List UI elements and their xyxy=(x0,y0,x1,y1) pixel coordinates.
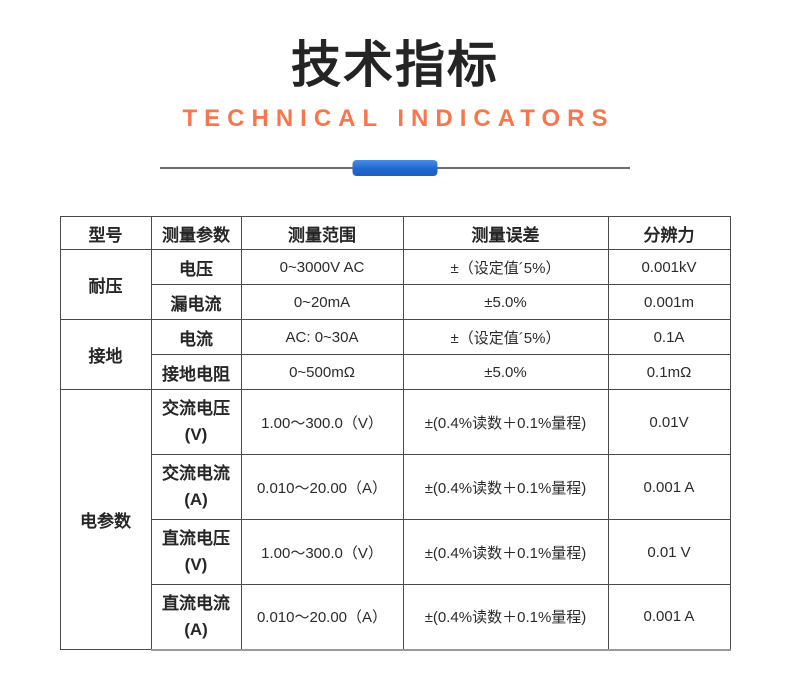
resolution-cell: 0.1mΩ xyxy=(607,354,731,390)
resolution-cell: 0.01 V xyxy=(607,519,731,585)
table-row: 直流电流 (A) 0.010～20.00（A） ±(0.4%读数＋0.1%量程)… xyxy=(60,584,731,651)
error-cell: ±（设定值´5%） xyxy=(402,249,609,285)
param-label: 交流电压 xyxy=(162,399,230,418)
resolution-cell: 0.01V xyxy=(607,389,731,455)
table-row: 漏电流 0~20mA ±5.0% 0.001m xyxy=(60,284,731,320)
table-row: 接地 电流 AC: 0~30A ±（设定值´5%） 0.1A xyxy=(59,319,731,390)
divider-accent-bar xyxy=(352,160,438,176)
param-unit: (A) xyxy=(184,619,208,639)
page-title: 技术指标 xyxy=(291,37,499,93)
table-row: 耐压 电压 0~3000V AC ±（设定值´5%） 0.001kV xyxy=(59,249,731,320)
param-label: 直流电压 xyxy=(162,529,230,548)
page-subtitle: TECHNICAL INDICATORS xyxy=(182,105,615,132)
range-cell: 1.00～300.0（V） xyxy=(240,389,404,455)
range-cell: 1.00～300.0（V） xyxy=(240,519,404,585)
resolution-cell: 0.001 A xyxy=(607,584,731,651)
model-cell: 接地 xyxy=(59,319,152,390)
range-cell: 0~20mA xyxy=(240,284,404,320)
error-cell: ±(0.4%读数＋0.1%量程) xyxy=(402,584,609,651)
resolution-cell: 0.001kV xyxy=(607,249,731,285)
param-cell: 漏电流 xyxy=(150,284,242,320)
spec-table: 型号 测量参数 测量范围 测量误差 分辨力 耐压 电压 0~3000V AC ±… xyxy=(59,216,731,651)
range-cell: 0.010～20.00（A） xyxy=(240,584,404,651)
param-cell: 交流电流 (A) xyxy=(150,454,242,520)
error-cell: ±（设定值´5%） xyxy=(402,319,609,355)
header-cell-resolution: 分辨力 xyxy=(607,216,731,250)
error-cell: ±5.0% xyxy=(402,354,609,390)
model-cell: 电参数 xyxy=(59,389,152,650)
resolution-cell: 0.1A xyxy=(607,319,731,355)
header-cell-error: 测量误差 xyxy=(402,216,609,250)
error-cell: ±(0.4%读数＋0.1%量程) xyxy=(402,454,609,520)
param-unit: (V) xyxy=(184,555,208,574)
param-unit: (A) xyxy=(184,490,208,509)
param-cell: 直流电压 (V) xyxy=(150,519,242,585)
range-cell: AC: 0~30A xyxy=(240,319,404,355)
resolution-cell: 0.001m xyxy=(607,284,731,320)
table-row: 电参数 交流电压 (V) 1.00～300.0（V） ±(0.4%读数＋0.1%… xyxy=(59,389,731,650)
model-cell: 耐压 xyxy=(59,249,152,320)
error-cell: ±(0.4%读数＋0.1%量程) xyxy=(402,519,609,585)
header-cell-model: 型号 xyxy=(59,216,152,250)
param-label: 交流电流 xyxy=(162,464,230,483)
table-row: 接地电阻 0~500mΩ ±5.0% 0.1mΩ xyxy=(60,354,731,390)
param-cell: 电压 xyxy=(150,249,242,285)
error-cell: ±5.0% xyxy=(402,284,609,320)
param-label: 直流电流 xyxy=(162,593,230,613)
divider xyxy=(160,160,630,176)
param-cell: 电流 xyxy=(150,319,242,355)
param-unit: (V) xyxy=(184,425,208,444)
param-cell: 接地电阻 xyxy=(150,354,242,390)
range-cell: 0~3000V AC xyxy=(240,249,404,285)
table-row: 直流电压 (V) 1.00～300.0（V） ±(0.4%读数＋0.1%量程) … xyxy=(60,519,731,585)
header-cell-range: 测量范围 xyxy=(240,216,404,250)
range-cell: 0.010～20.00（A） xyxy=(240,454,404,520)
range-cell: 0~500mΩ xyxy=(240,354,404,390)
table-row: 交流电流 (A) 0.010～20.00（A） ±(0.4%读数＋0.1%量程)… xyxy=(60,454,731,520)
error-cell: ±(0.4%读数＋0.1%量程) xyxy=(402,389,609,455)
resolution-cell: 0.001 A xyxy=(607,454,731,520)
header-cell-parameter: 测量参数 xyxy=(150,216,242,250)
table-header-row: 型号 测量参数 测量范围 测量误差 分辨力 xyxy=(59,216,731,250)
param-cell: 直流电流 (A) xyxy=(150,584,242,651)
param-cell: 交流电压 (V) xyxy=(150,389,242,455)
